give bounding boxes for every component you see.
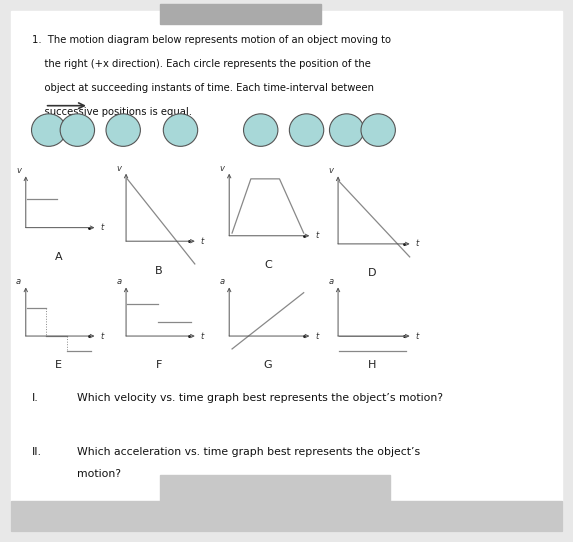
Text: t: t bbox=[415, 332, 419, 340]
Text: the right (+x direction). Each circle represents the position of the: the right (+x direction). Each circle re… bbox=[32, 59, 370, 69]
Bar bbox=[11, 501, 562, 531]
Text: a: a bbox=[116, 278, 121, 286]
Text: a: a bbox=[219, 278, 225, 286]
Text: A: A bbox=[55, 252, 62, 262]
Text: D: D bbox=[368, 268, 376, 278]
Text: Which velocity vs. time graph best represents the object’s motion?: Which velocity vs. time graph best repre… bbox=[77, 393, 444, 403]
Text: t: t bbox=[100, 332, 104, 340]
Text: t: t bbox=[100, 223, 104, 232]
Text: 1.  The motion diagram below represents motion of an object moving to: 1. The motion diagram below represents m… bbox=[32, 35, 391, 45]
Text: a: a bbox=[328, 278, 333, 286]
Circle shape bbox=[106, 114, 140, 146]
Text: t: t bbox=[415, 240, 419, 248]
Text: G: G bbox=[264, 360, 272, 370]
Bar bbox=[160, 4, 321, 24]
Circle shape bbox=[329, 114, 364, 146]
Circle shape bbox=[244, 114, 278, 146]
Circle shape bbox=[289, 114, 324, 146]
Text: v: v bbox=[16, 166, 21, 175]
Text: F: F bbox=[156, 360, 162, 370]
Text: v: v bbox=[328, 166, 333, 175]
Text: object at succeeding instants of time. Each time-interval between: object at succeeding instants of time. E… bbox=[32, 83, 374, 93]
Text: t: t bbox=[315, 231, 319, 240]
Text: II.: II. bbox=[32, 447, 42, 457]
Text: B: B bbox=[155, 266, 163, 275]
Text: a: a bbox=[16, 278, 21, 286]
Circle shape bbox=[361, 114, 395, 146]
Bar bbox=[160, 475, 390, 501]
Text: t: t bbox=[201, 237, 204, 246]
Text: t: t bbox=[315, 332, 319, 340]
Text: E: E bbox=[55, 360, 62, 370]
Text: motion?: motion? bbox=[77, 469, 121, 479]
Text: successive positions is equal.: successive positions is equal. bbox=[32, 107, 191, 117]
Text: Which acceleration vs. time graph best represents the object’s: Which acceleration vs. time graph best r… bbox=[77, 447, 421, 457]
Text: I.: I. bbox=[32, 393, 38, 403]
Text: H: H bbox=[368, 360, 376, 370]
Text: v: v bbox=[116, 164, 121, 172]
Text: t: t bbox=[201, 332, 204, 340]
Circle shape bbox=[163, 114, 198, 146]
Text: v: v bbox=[219, 164, 225, 172]
Circle shape bbox=[32, 114, 66, 146]
Circle shape bbox=[60, 114, 95, 146]
Text: C: C bbox=[264, 260, 272, 270]
